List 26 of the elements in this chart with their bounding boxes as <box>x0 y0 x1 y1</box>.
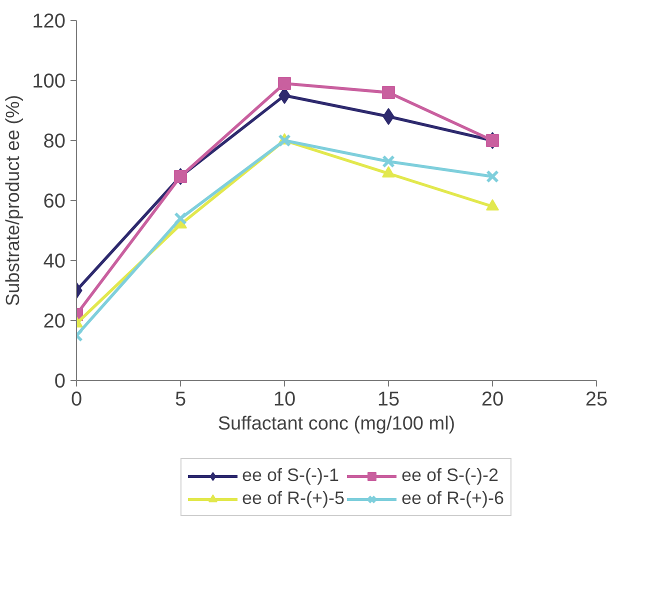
point <box>382 108 394 125</box>
legend-label: ee of S-(-)-1 <box>242 465 339 486</box>
point <box>486 170 499 183</box>
y-tick-label: 60 <box>43 190 66 212</box>
point <box>174 212 187 225</box>
legend-label: ee of R-(+)-5 <box>242 488 344 509</box>
y-axis-title: Substrate/product ee (%) <box>3 94 24 306</box>
x-tick-label: 0 <box>70 388 82 410</box>
point <box>278 77 291 90</box>
x-tick-label: 15 <box>377 388 400 410</box>
point <box>382 155 395 168</box>
x-tick-label: 10 <box>273 388 296 410</box>
legend-label: ee of S-(-)-2 <box>402 465 499 486</box>
legend-label: ee of R-(+)-6 <box>402 488 504 509</box>
x-tick-label: 25 <box>585 388 608 410</box>
y-tick-label: 80 <box>43 130 66 152</box>
x-tick-label: 5 <box>174 388 186 410</box>
y-tick-label: 40 <box>43 250 66 272</box>
x-tick-label: 20 <box>481 388 504 410</box>
x-axis-title: Suffactant conc (mg/100 ml) <box>218 414 456 434</box>
y-tick-label: 20 <box>43 310 66 332</box>
point <box>278 134 291 147</box>
y-tick-label: 0 <box>54 370 66 392</box>
point <box>382 86 395 99</box>
y-tick-label: 120 <box>32 10 66 32</box>
y-tick-label: 100 <box>32 70 66 92</box>
